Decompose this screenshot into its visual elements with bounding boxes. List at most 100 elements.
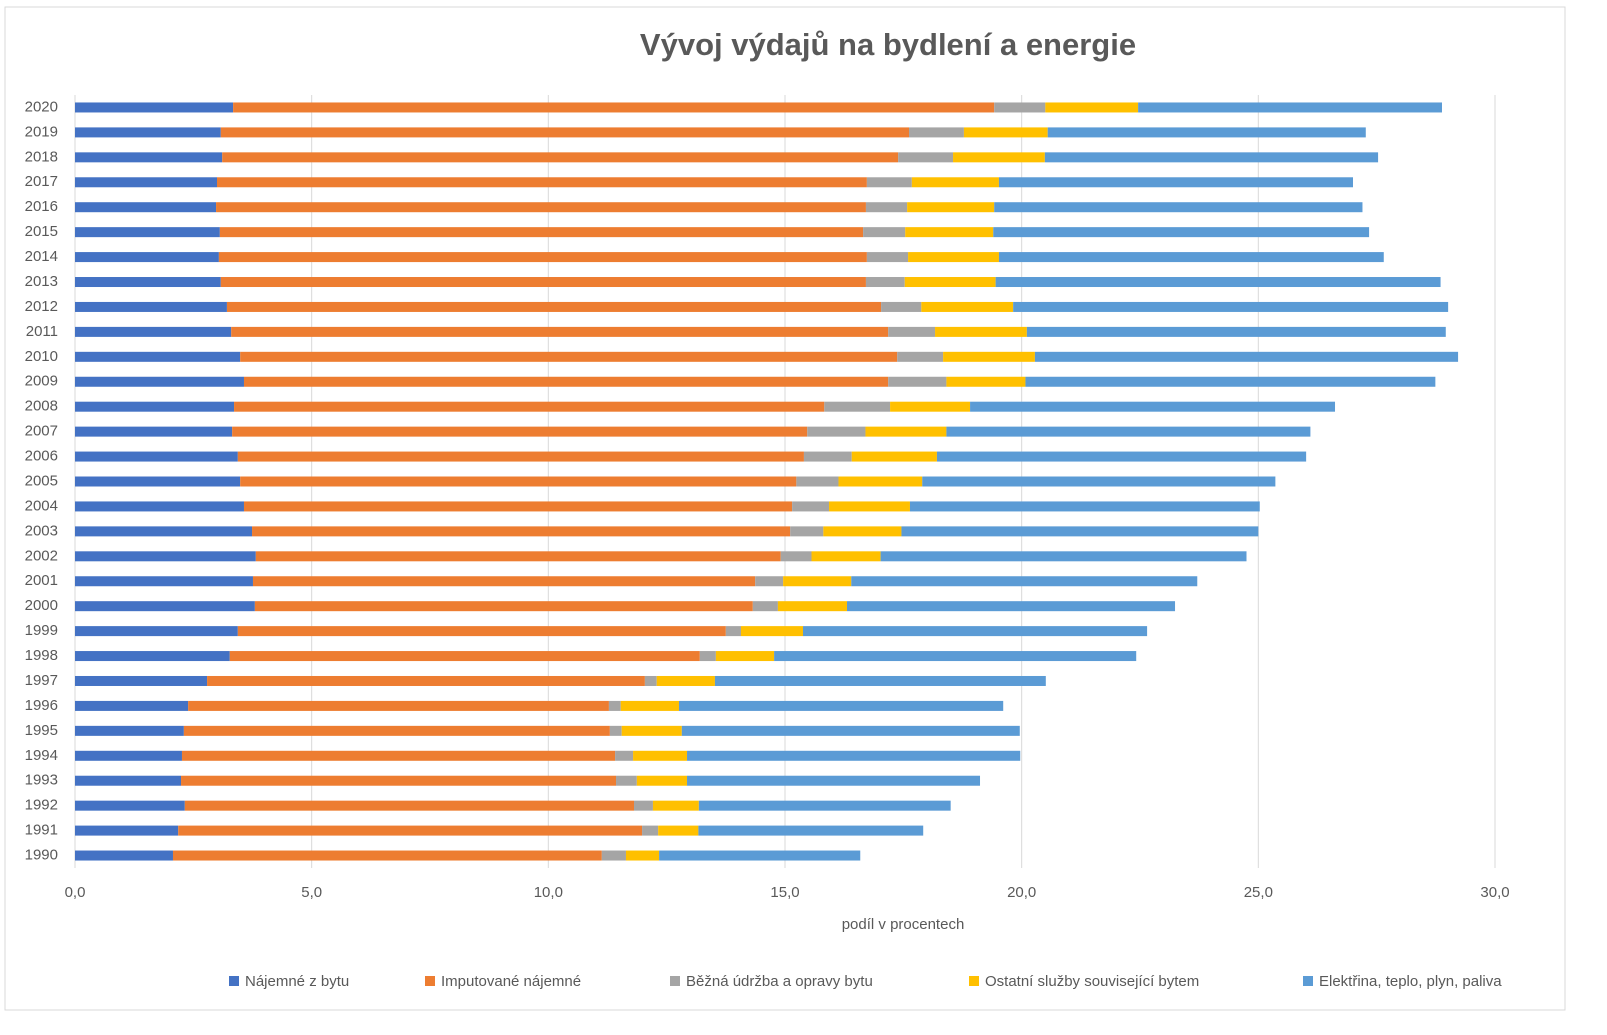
bar-segment: [681, 725, 1020, 736]
bar-segment: [970, 401, 1336, 412]
y-tick-label: 2013: [25, 273, 58, 290]
bar-segment: [907, 202, 995, 213]
bar-segment: [75, 351, 241, 362]
bar-segment: [880, 551, 1247, 562]
bar-segment: [698, 825, 924, 836]
legend-marker: [425, 976, 435, 986]
bar-segment: [890, 401, 971, 412]
legend-label: Ostatní služby související bytem: [985, 973, 1199, 990]
bar-segment: [802, 626, 1148, 637]
bar-segment: [232, 426, 808, 437]
bar-segment: [243, 376, 889, 387]
legend-marker: [229, 976, 239, 986]
bar-segment: [252, 526, 791, 537]
bar-segment: [237, 451, 804, 462]
y-tick-label: 2000: [25, 597, 58, 614]
legend-marker: [969, 976, 979, 986]
bar-segment: [75, 127, 221, 138]
bar-segment: [75, 376, 244, 387]
bar-segment: [75, 501, 244, 512]
bar-segment: [75, 252, 219, 263]
bar-segment: [936, 451, 1307, 462]
y-tick-label: 1998: [25, 647, 58, 664]
bar-segment: [740, 626, 803, 637]
bar-segment: [234, 401, 825, 412]
bar-segment: [625, 850, 660, 861]
bar-segment: [851, 451, 937, 462]
chart-title: Vývoj výdajů na bydlení a energie: [640, 27, 1136, 62]
x-tick-label: 5,0: [301, 884, 322, 901]
y-tick-label: 2004: [25, 497, 58, 514]
bar-segment: [188, 700, 609, 711]
bar-segment: [678, 700, 1004, 711]
y-tick-label: 2010: [25, 348, 58, 365]
bar-segment: [75, 725, 184, 736]
y-tick-label: 2014: [25, 248, 58, 265]
bar-segment: [642, 825, 659, 836]
bar-segment: [652, 800, 699, 811]
bar-segment: [75, 301, 227, 312]
bar-segment: [75, 526, 253, 537]
bar-segment: [943, 351, 1035, 362]
bar-segment: [75, 401, 235, 412]
bar-segment: [254, 601, 753, 612]
bar-segment: [807, 426, 866, 437]
bar-segment: [75, 775, 182, 786]
bar-segment: [1045, 102, 1139, 113]
bar-segment: [897, 351, 944, 362]
bar-segment: [75, 675, 208, 686]
bar-segment: [75, 700, 189, 711]
bar-segment: [207, 675, 645, 686]
bar-segment: [796, 476, 839, 487]
bar-segment: [994, 202, 1363, 213]
y-tick-label: 2002: [25, 547, 58, 564]
bar-segment: [866, 177, 912, 188]
x-tick-label: 25,0: [1244, 884, 1273, 901]
bar-segment: [847, 601, 1176, 612]
bar-segment: [995, 277, 1441, 288]
y-tick-label: 2019: [25, 123, 58, 140]
bar-segment: [953, 152, 1045, 163]
bar-segment: [755, 576, 784, 587]
bar-segment: [790, 526, 824, 537]
bar-segment: [1044, 152, 1379, 163]
bar-segment: [75, 576, 253, 587]
bar-segment: [829, 501, 910, 512]
bar-segment: [75, 227, 220, 238]
y-tick-label: 1990: [25, 847, 58, 864]
bar-segment: [908, 252, 999, 263]
bar-segment: [75, 825, 179, 836]
x-axis-label: podíl v procentech: [842, 916, 965, 933]
bar-segment: [780, 551, 812, 562]
bar-segment: [231, 326, 889, 337]
y-tick-label: 1996: [25, 697, 58, 714]
bar-segment: [865, 277, 905, 288]
bar-segment: [609, 725, 622, 736]
bar-segment: [888, 326, 936, 337]
bar-segment: [998, 252, 1384, 263]
y-tick-label: 2007: [25, 423, 58, 440]
x-tick-label: 15,0: [770, 884, 799, 901]
bar-segment: [687, 775, 981, 786]
x-tick-label: 10,0: [534, 884, 563, 901]
bar-segment: [838, 476, 923, 487]
y-tick-label: 2020: [25, 98, 58, 115]
x-tick-label: 20,0: [1007, 884, 1036, 901]
bar-segment: [255, 551, 781, 562]
bar-segment: [75, 277, 221, 288]
bar-segment: [219, 227, 864, 238]
y-tick-label: 1995: [25, 722, 58, 739]
bar-segment: [229, 651, 700, 662]
bar-segment: [909, 501, 1260, 512]
bar-segment: [233, 102, 995, 113]
bar-segment: [243, 501, 793, 512]
y-tick-label: 2015: [25, 223, 58, 240]
bar-segment: [921, 301, 1014, 312]
bar-segment: [217, 177, 867, 188]
y-tick-label: 2001: [25, 572, 58, 589]
bar-segment: [946, 376, 1026, 387]
bar-segment: [783, 576, 852, 587]
legend-label: Imputované nájemné: [441, 973, 581, 990]
bar-segment: [803, 451, 852, 462]
bar-segment: [904, 277, 996, 288]
